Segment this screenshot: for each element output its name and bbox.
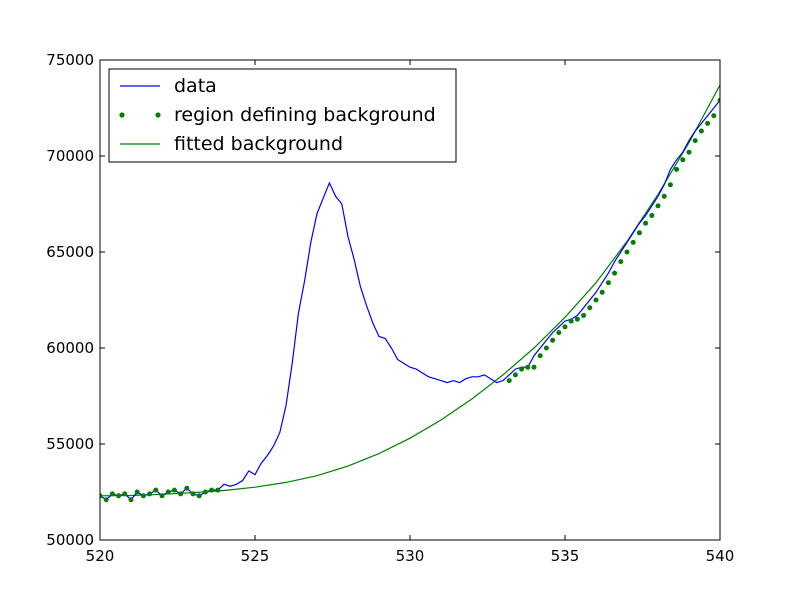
- background-region-point: [698, 128, 704, 134]
- legend-fit-label: fitted background: [174, 133, 343, 155]
- background-region-point: [165, 489, 171, 495]
- tick-layer: 520 525 530 535 540 50000 55000 60000 65000 70000…: [46, 51, 734, 565]
- background-region-point: [140, 493, 146, 499]
- x-tick-label: 530: [396, 547, 425, 565]
- background-region-point: [643, 220, 649, 226]
- background-region-point: [209, 487, 215, 493]
- background-region-point: [680, 157, 686, 163]
- background-region-point: [674, 166, 680, 172]
- background-region-point: [649, 213, 655, 218]
- y-tick-label: 70000: [46, 147, 94, 165]
- background-region-point: [525, 364, 531, 370]
- legend-region-marker-1: [119, 112, 125, 118]
- background-region-point: [519, 366, 525, 372]
- background-region-point: [147, 491, 153, 497]
- y-tick-label: 55000: [46, 435, 94, 453]
- background-region-point: [574, 316, 580, 322]
- background-region-point: [109, 491, 115, 497]
- x-tick-label: 535: [551, 547, 580, 565]
- series-layer: [100, 84, 720, 503]
- background-region-point: [667, 182, 673, 188]
- background-region-point: [655, 203, 661, 209]
- background-region-point: [103, 497, 109, 503]
- background-region-point: [550, 337, 556, 343]
- background-region-point: [618, 259, 624, 265]
- background-region-point: [593, 297, 599, 303]
- background-region-point: [717, 97, 720, 103]
- background-region-point: [178, 491, 184, 497]
- background-region-point: [153, 487, 159, 493]
- legend-region-marker-2: [155, 112, 161, 118]
- background-region-point: [543, 345, 549, 351]
- background-region-point: [630, 239, 636, 245]
- background-region-point: [134, 489, 140, 495]
- legend-box: [108, 68, 457, 163]
- background-region-point: [128, 497, 134, 503]
- y-tick-label: 60000: [46, 339, 94, 357]
- background-region-point: [556, 330, 562, 336]
- background-region-point: [624, 249, 630, 255]
- background-region-point: [506, 378, 512, 384]
- background-region-point: [116, 493, 122, 499]
- x-tick-label: 540: [706, 547, 735, 565]
- background-region-point: [122, 491, 128, 497]
- y-tick-label: 65000: [46, 243, 94, 261]
- background-region-point: [686, 149, 692, 155]
- background-region-point: [636, 230, 642, 236]
- background-region-point: [612, 270, 618, 276]
- background-region-point: [562, 324, 568, 330]
- x-tick-label: 520: [86, 547, 115, 565]
- background-region-point: [512, 372, 518, 378]
- y-tick-label: 75000: [46, 51, 94, 69]
- y-tick-label: 50000: [46, 531, 94, 549]
- legend-data-label: data: [174, 75, 217, 97]
- legend: data region defining background fitted b…: [108, 68, 457, 163]
- background-region-point: [184, 485, 190, 491]
- background-region-point: [692, 138, 698, 144]
- background-region-point: [196, 493, 202, 499]
- background-region-point: [605, 280, 611, 286]
- background-region-point: [531, 364, 537, 370]
- background-region-point: [568, 318, 574, 324]
- background-region-point: [537, 353, 543, 359]
- x-tick-label: 525: [241, 547, 270, 565]
- background-region-point: [705, 120, 711, 126]
- background-region-point: [587, 305, 593, 311]
- background-region-point: [190, 491, 196, 497]
- background-region-point: [661, 193, 667, 199]
- background-region-point: [171, 487, 177, 493]
- background-region-point: [711, 113, 717, 119]
- background-region-point: [202, 489, 208, 495]
- background-region-point: [599, 289, 605, 295]
- background-region-point: [215, 487, 221, 493]
- background-region-point: [581, 312, 587, 318]
- legend-region-label: region defining background: [174, 104, 436, 126]
- background-region-point: [100, 493, 103, 499]
- background-region-point: [159, 493, 165, 499]
